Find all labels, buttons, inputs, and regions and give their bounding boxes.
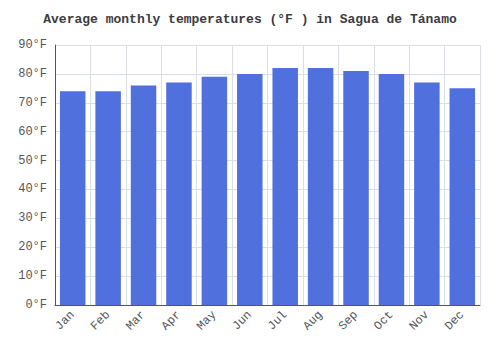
svg-text:30°F: 30°F	[18, 211, 47, 225]
svg-text:Average monthly temperatures (: Average monthly temperatures (°F ) in Sa…	[43, 12, 457, 27]
svg-text:Sep: Sep	[336, 308, 361, 333]
svg-text:Jul: Jul	[265, 308, 290, 333]
svg-text:Oct: Oct	[371, 308, 396, 333]
svg-text:Nov: Nov	[407, 308, 432, 333]
svg-text:90°F: 90°F	[18, 38, 47, 52]
svg-text:70°F: 70°F	[18, 96, 47, 110]
svg-text:20°F: 20°F	[18, 240, 47, 254]
svg-text:Feb: Feb	[88, 308, 113, 333]
svg-text:Dec: Dec	[442, 308, 467, 333]
svg-text:40°F: 40°F	[18, 182, 47, 196]
svg-text:Aug: Aug	[300, 308, 325, 333]
svg-text:10°F: 10°F	[18, 269, 47, 283]
svg-text:Jun: Jun	[230, 308, 255, 333]
svg-text:0°F: 0°F	[25, 298, 47, 312]
svg-text:Mar: Mar	[123, 308, 148, 333]
svg-text:Apr: Apr	[159, 308, 184, 333]
svg-text:80°F: 80°F	[18, 67, 47, 81]
svg-text:May: May	[194, 308, 219, 333]
svg-text:Jan: Jan	[53, 308, 78, 333]
svg-text:50°F: 50°F	[18, 154, 47, 168]
svg-text:60°F: 60°F	[18, 125, 47, 139]
